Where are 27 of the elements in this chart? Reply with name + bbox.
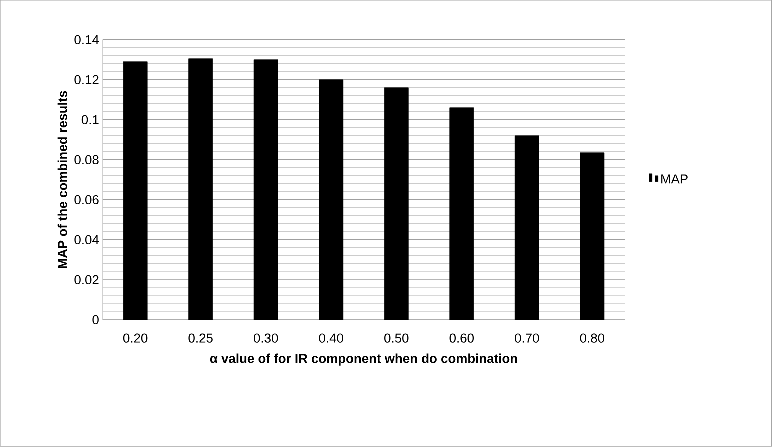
- x-axis-title: α value of for IR component when do combination: [210, 354, 518, 366]
- bar: [514, 136, 540, 320]
- y-tick-label: 0.04: [74, 235, 100, 245]
- bar: [188, 58, 214, 320]
- bar: [254, 60, 278, 320]
- y-axis-title: MAP of the combined results: [58, 91, 68, 268]
- x-tick-label: 0.40: [319, 334, 344, 343]
- bar: [319, 80, 344, 320]
- bar: [450, 108, 474, 320]
- x-tick-label: 0.50: [384, 334, 409, 343]
- y-tick-label: 0.08: [74, 155, 99, 165]
- x-tick-label: 0.25: [188, 334, 213, 343]
- y-tick-label: 0: [92, 315, 99, 325]
- x-tick-label: 0.20: [123, 334, 148, 343]
- x-tick-label: 0.60: [450, 334, 474, 343]
- legend-label: MAP: [662, 174, 688, 184]
- y-tick-label: 0.12: [74, 75, 99, 85]
- y-tick-label: 0.1: [82, 115, 99, 125]
- x-tick-label: 0.70: [515, 334, 540, 343]
- y-tick-label: 0.14: [74, 35, 100, 45]
- bar: [384, 88, 409, 320]
- x-tick-label: 0.80: [580, 334, 605, 343]
- bar: [123, 62, 148, 320]
- y-tick-label: 0.06: [74, 195, 99, 205]
- bar: [580, 152, 605, 320]
- y-tick-label: 0.02: [74, 275, 99, 285]
- x-tick-label: 0.30: [254, 334, 278, 343]
